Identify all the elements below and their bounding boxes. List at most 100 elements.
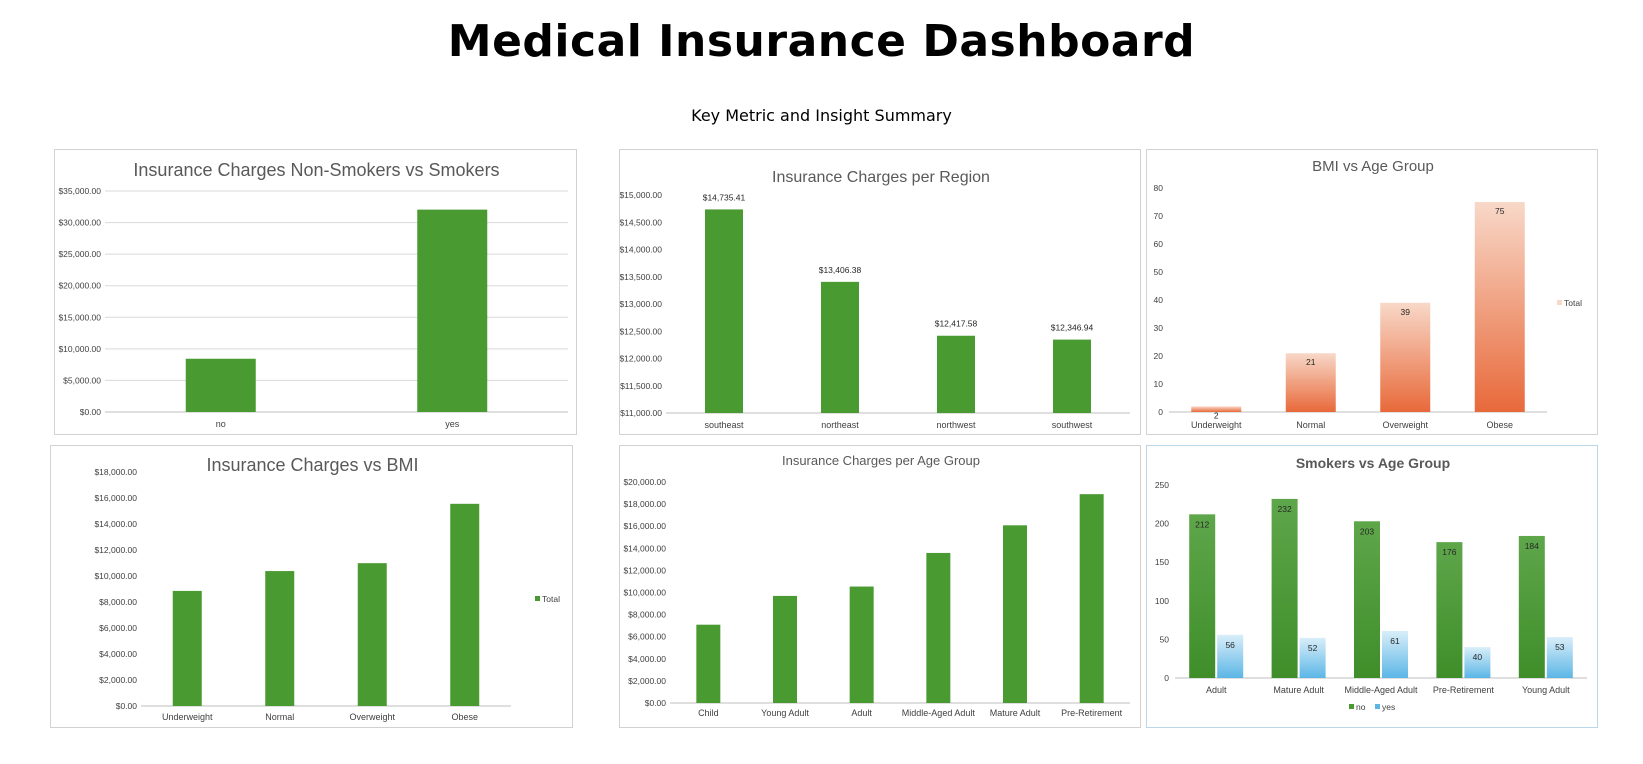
category-label: southwest xyxy=(1052,420,1093,430)
y-tick-label: $6,000.00 xyxy=(99,623,137,633)
category-label: Young Adult xyxy=(1522,685,1570,695)
bar xyxy=(1053,339,1091,413)
y-tick-label: $12,000.00 xyxy=(94,545,137,555)
data-label: $12,417.58 xyxy=(935,319,978,329)
chart-svg-bmi_age: BMI vs Age Group 0 10 20 30 40 50 60 70 80 Underwe… xyxy=(1154,158,1583,430)
y-tick-label: $13,000.00 xyxy=(620,299,662,309)
data-label: 52 xyxy=(1308,643,1318,653)
data-label: 176 xyxy=(1442,547,1456,557)
category-label: Underweight xyxy=(1191,420,1242,430)
y-tick-label: 0 xyxy=(1158,407,1163,417)
bar xyxy=(705,209,743,413)
data-label: 53 xyxy=(1555,642,1565,652)
y-tick-label: $14,500.00 xyxy=(620,217,662,227)
chart-svg-smokers_age: Smokers vs Age Group 0 50 100 150 200 250 212 56… xyxy=(1155,455,1587,712)
y-tick-label: $35,000.00 xyxy=(58,186,101,196)
category-label: Pre-Retirement xyxy=(1061,708,1123,718)
y-tick-label: $15,000.00 xyxy=(620,190,662,200)
y-tick-label: $16,000.00 xyxy=(623,521,666,531)
chart-panel-age-group[interactable]: Insurance Charges per Age Group $0.00 $2,0… xyxy=(619,445,1141,728)
bar xyxy=(1191,406,1242,412)
chart-panel-bmi-age-group[interactable]: BMI vs Age Group 0 10 20 30 40 50 60 70 80 Underwe… xyxy=(1146,149,1598,435)
data-label: 21 xyxy=(1306,357,1316,367)
category-label: Child xyxy=(698,708,719,718)
bar xyxy=(821,281,859,413)
category-label: yes xyxy=(445,419,460,429)
chart-title: BMI vs Age Group xyxy=(1312,158,1434,175)
y-tick-label: $25,000.00 xyxy=(58,249,101,259)
bar-no xyxy=(1436,542,1463,678)
category-label: Normal xyxy=(265,712,294,722)
bar xyxy=(773,595,797,703)
data-label: 75 xyxy=(1495,206,1505,216)
dashboard-subtitle: Key Metric and Insight Summary xyxy=(691,106,952,125)
y-tick-label: 80 xyxy=(1154,183,1164,193)
y-tick-label: $10,000.00 xyxy=(623,588,666,598)
bar-no xyxy=(1354,521,1380,678)
y-tick-label: 20 xyxy=(1154,351,1164,361)
bar xyxy=(1285,353,1336,412)
category-label: Normal xyxy=(1296,420,1325,430)
y-tick-label: $4,000.00 xyxy=(628,654,666,664)
category-label: Adult xyxy=(851,708,872,718)
y-tick-label: $11,500.00 xyxy=(620,381,662,391)
legend-label: Total xyxy=(1564,298,1582,308)
data-label: 184 xyxy=(1525,541,1539,551)
category-label: Overweight xyxy=(1382,420,1428,430)
y-tick-label: 50 xyxy=(1154,267,1164,277)
category-label: southeast xyxy=(704,420,744,430)
legend-swatch-yes xyxy=(1375,704,1380,709)
y-tick-label: $11,000.00 xyxy=(620,408,662,418)
y-tick-label: 10 xyxy=(1154,379,1164,389)
data-label: $14,735.41 xyxy=(703,192,746,202)
data-label: 61 xyxy=(1390,636,1400,646)
chart-svg-age: Insurance Charges per Age Group $0.00 $2,0… xyxy=(623,453,1130,718)
y-tick-label: $15,000.00 xyxy=(58,312,101,322)
y-tick-label: $10,000.00 xyxy=(58,344,101,354)
chart-panel-smokers-age-group[interactable]: Smokers vs Age Group 0 50 100 150 200 250 212 56… xyxy=(1146,445,1598,728)
data-label: 203 xyxy=(1360,526,1374,536)
y-tick-label: $5,000.00 xyxy=(63,375,101,385)
chart-svg-bmi: Insurance Charges vs BMI $0.00 $2,000.00 $4… xyxy=(94,455,560,722)
category-label: Adult xyxy=(1206,685,1227,695)
y-tick-label: 200 xyxy=(1155,519,1169,529)
chart-svg-smokers: Insurance Charges Non-Smokers vs Smokers… xyxy=(58,160,568,429)
y-tick-label: $10,000.00 xyxy=(94,571,137,581)
y-tick-label: 250 xyxy=(1155,480,1169,490)
bar-no xyxy=(1271,498,1298,678)
bar xyxy=(1380,302,1431,412)
category-label: Underweight xyxy=(162,712,213,722)
data-label: 56 xyxy=(1225,640,1235,650)
y-tick-label: $12,000.00 xyxy=(620,354,662,364)
bar-yes xyxy=(1546,637,1573,678)
bar-no xyxy=(1518,535,1545,678)
data-label: 212 xyxy=(1195,519,1209,529)
category-label: Obese xyxy=(451,712,478,722)
chart-title: Insurance Charges per Age Group xyxy=(782,453,980,468)
chart-panel-region[interactable]: Insurance Charges per Region $11,000.00 $1… xyxy=(619,149,1141,435)
chart-panel-bmi[interactable]: Insurance Charges vs BMI $0.00 $2,000.00 $4… xyxy=(50,445,573,728)
legend-swatch-no xyxy=(1349,704,1354,709)
data-label: $12,346.94 xyxy=(1051,323,1094,333)
category-label: Overweight xyxy=(349,712,395,722)
y-tick-label: $2,000.00 xyxy=(628,676,666,686)
category-label: northeast xyxy=(821,420,859,430)
bar xyxy=(357,563,387,706)
y-tick-label: $0.00 xyxy=(80,407,102,417)
chart-panel-smokers[interactable]: Insurance Charges Non-Smokers vs Smokers… xyxy=(54,149,577,435)
y-tick-label: $18,000.00 xyxy=(94,467,137,477)
legend-swatch xyxy=(535,596,540,601)
y-tick-label: 70 xyxy=(1154,211,1164,221)
y-tick-label: 60 xyxy=(1154,239,1164,249)
bar-yes xyxy=(1299,637,1326,678)
y-tick-label: $0.00 xyxy=(645,698,667,708)
bar xyxy=(937,335,975,413)
y-tick-label: $30,000.00 xyxy=(58,218,101,228)
y-tick-label: 40 xyxy=(1154,295,1164,305)
chart-title: Smokers vs Age Group xyxy=(1296,455,1450,471)
bar-yes xyxy=(1464,647,1491,678)
chart-svg-region: Insurance Charges per Region $11,000.00 $1… xyxy=(620,169,1130,430)
y-tick-label: 150 xyxy=(1155,557,1169,567)
y-tick-label: $20,000.00 xyxy=(623,477,666,487)
bar xyxy=(450,503,480,706)
